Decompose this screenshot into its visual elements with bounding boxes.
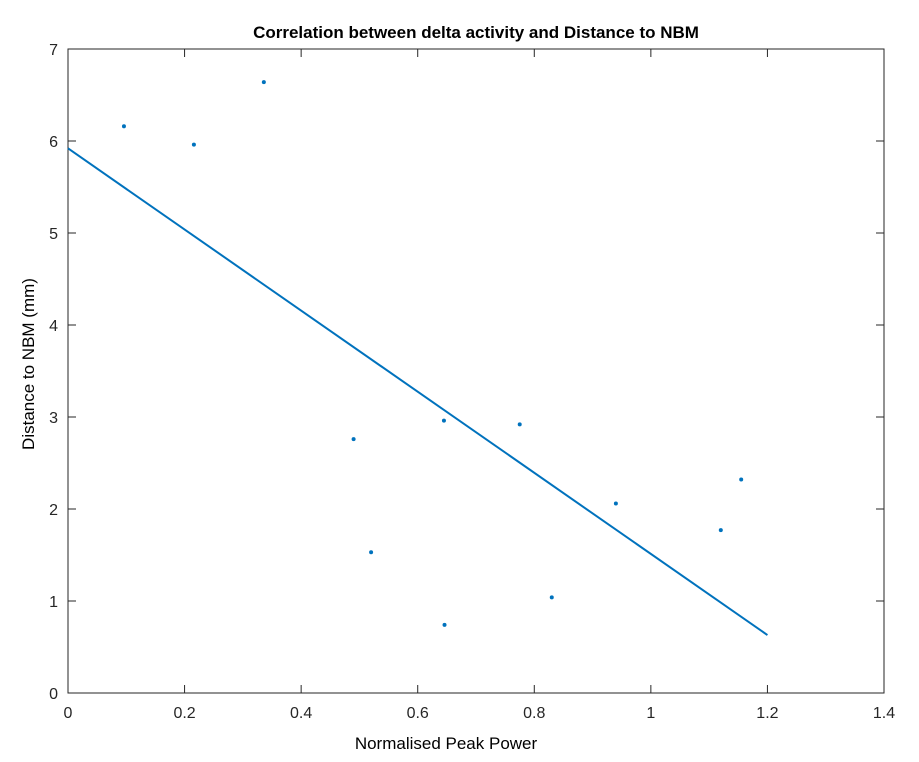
- fit-line: [67, 147, 769, 636]
- plot-area: [67, 48, 885, 694]
- y-tick-label: 6: [49, 134, 58, 151]
- data-point: [613, 501, 618, 506]
- y-tick-label: 7: [49, 42, 58, 59]
- y-tick-label: 5: [49, 226, 58, 243]
- fit-line-layer: [67, 147, 769, 636]
- x-tick-label: 1.4: [873, 705, 895, 722]
- data-point: [441, 418, 446, 423]
- data-points-layer: [121, 80, 744, 627]
- x-tick-label: 0.6: [407, 705, 429, 722]
- x-axis-label: Normalised Peak Power: [355, 734, 538, 753]
- plot-frame: [67, 48, 885, 694]
- y-tick-label: 0: [49, 686, 58, 703]
- x-tick-labels: 0 0.2 0.4 0.6 0.8 1 1.2 1.4: [64, 705, 896, 722]
- data-point: [718, 528, 723, 533]
- data-point: [191, 142, 196, 147]
- data-point: [549, 595, 554, 600]
- data-point: [351, 437, 356, 442]
- data-point: [739, 477, 744, 482]
- y-tick-label: 4: [49, 318, 58, 335]
- y-tick-label: 3: [49, 410, 58, 427]
- x-tick-label: 0.4: [290, 705, 312, 722]
- x-tick-label: 0.8: [523, 705, 545, 722]
- data-point: [261, 80, 266, 85]
- data-point: [517, 422, 522, 427]
- x-tick-label: 1: [646, 705, 655, 722]
- x-tick-label: 0: [64, 705, 73, 722]
- chart-title: Correlation between delta activity and D…: [253, 23, 699, 42]
- data-point: [442, 622, 447, 627]
- x-tick-label: 0.2: [173, 705, 195, 722]
- y-tick-label: 2: [49, 502, 58, 519]
- axis-ticks: [67, 48, 885, 694]
- x-tick-label: 1.2: [756, 705, 778, 722]
- y-tick-labels: 0 1 2 3 4 5 6 7: [49, 42, 58, 703]
- data-point: [121, 124, 126, 129]
- data-point: [369, 550, 374, 555]
- y-tick-label: 1: [49, 594, 58, 611]
- y-axis-label: Distance to NBM (mm): [19, 278, 38, 450]
